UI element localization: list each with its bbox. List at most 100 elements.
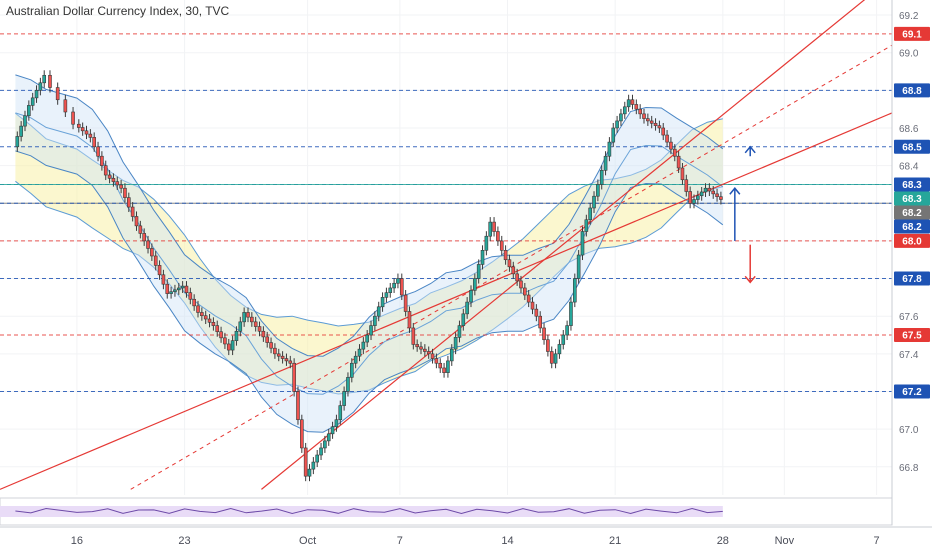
candle-body [534, 308, 539, 317]
candle-body [403, 294, 408, 312]
candle-body [188, 292, 193, 300]
price-tag-label: 68.5 [902, 142, 922, 153]
candle-body [596, 184, 600, 197]
y-tick-label: 69.2 [899, 11, 919, 22]
candle-body [323, 440, 327, 449]
candle-body [165, 283, 170, 294]
candle-body [592, 195, 596, 209]
y-tick-label: 67.4 [899, 350, 919, 361]
candle-body [88, 133, 93, 138]
candle-body [361, 341, 366, 350]
candle-body [173, 289, 177, 293]
candle-body [715, 193, 719, 197]
candle-body [415, 344, 419, 348]
candle-body [646, 118, 650, 122]
candle-body [146, 240, 150, 249]
candle-body [511, 266, 516, 275]
price-tag [894, 83, 930, 98]
candle-body [19, 125, 23, 137]
candle-body [526, 294, 531, 303]
candle-body [161, 274, 166, 285]
candle-body [226, 343, 231, 351]
price-tag [894, 271, 930, 286]
candle-body [480, 250, 485, 265]
candle-body [234, 330, 239, 341]
candle-body [457, 325, 462, 338]
candle-body [269, 342, 273, 349]
price-tag [894, 26, 930, 41]
y-tick-label: 67.0 [899, 425, 919, 436]
candle-body [630, 99, 635, 105]
candle-body [515, 273, 519, 282]
arrow-head [744, 145, 756, 154]
candle-body [419, 346, 423, 350]
candle-body [626, 99, 631, 108]
candle-body [465, 301, 469, 315]
candle-body [430, 353, 435, 359]
candle-body [203, 315, 208, 320]
x-tick-label: 16 [71, 535, 83, 547]
y-tick-label: 68.6 [899, 124, 919, 135]
candle-body [576, 254, 581, 279]
candle-body [696, 195, 700, 200]
candle-body [603, 155, 608, 171]
candle-body [380, 297, 385, 308]
candle-body [192, 298, 196, 307]
candle-body [519, 280, 523, 289]
candle-body [138, 225, 143, 234]
price-tag [894, 205, 930, 220]
candle-body [688, 191, 692, 204]
candle-body [399, 278, 404, 296]
bollinger-upper [15, 74, 724, 357]
candle-body [642, 113, 646, 119]
price-tag [894, 191, 930, 206]
candle-body [330, 426, 335, 435]
candle-body [292, 362, 296, 392]
candle-body [488, 221, 493, 237]
candle-body [80, 127, 85, 132]
candle-body [384, 292, 389, 298]
price-tag-label: 67.8 [902, 274, 922, 285]
candle-body [273, 347, 277, 355]
candle-body [334, 419, 339, 428]
candle-body [499, 240, 504, 251]
oscillator-line [15, 507, 723, 515]
candle-body [257, 326, 262, 332]
candle-body [253, 321, 258, 327]
candle-body [42, 74, 47, 84]
candle-body [261, 330, 266, 338]
candle-body [48, 74, 52, 88]
y-tick-label: 68.4 [899, 162, 919, 173]
candle-body [538, 315, 542, 329]
channel-midline [130, 44, 893, 490]
candle-body [711, 190, 716, 195]
candle-body [353, 355, 358, 364]
candle-body [150, 248, 154, 257]
x-tick-label: Oct [299, 535, 316, 547]
candle-body [103, 165, 108, 176]
candle-body [649, 120, 654, 124]
price-tag-label: 68.0 [902, 236, 922, 247]
candle-body [100, 155, 104, 166]
candle-body [573, 278, 577, 303]
candle-body [180, 285, 185, 289]
candle-body [15, 136, 20, 148]
candle-body [599, 170, 604, 185]
candle-body [38, 82, 43, 91]
candle-body [669, 141, 673, 150]
bollinger-mid [15, 112, 724, 395]
candle-body [461, 313, 466, 326]
candle-body [546, 339, 550, 352]
y-tick-label: 66.8 [899, 463, 919, 474]
candle-body [622, 106, 627, 115]
candle-body [672, 148, 677, 157]
candle-body [569, 301, 573, 326]
candle-body [296, 391, 300, 421]
candle-body [476, 264, 481, 279]
candle-body [142, 233, 146, 242]
candle-body [107, 174, 112, 179]
candle-body [280, 355, 285, 359]
candle-body [326, 433, 331, 442]
candle-body [676, 155, 681, 169]
